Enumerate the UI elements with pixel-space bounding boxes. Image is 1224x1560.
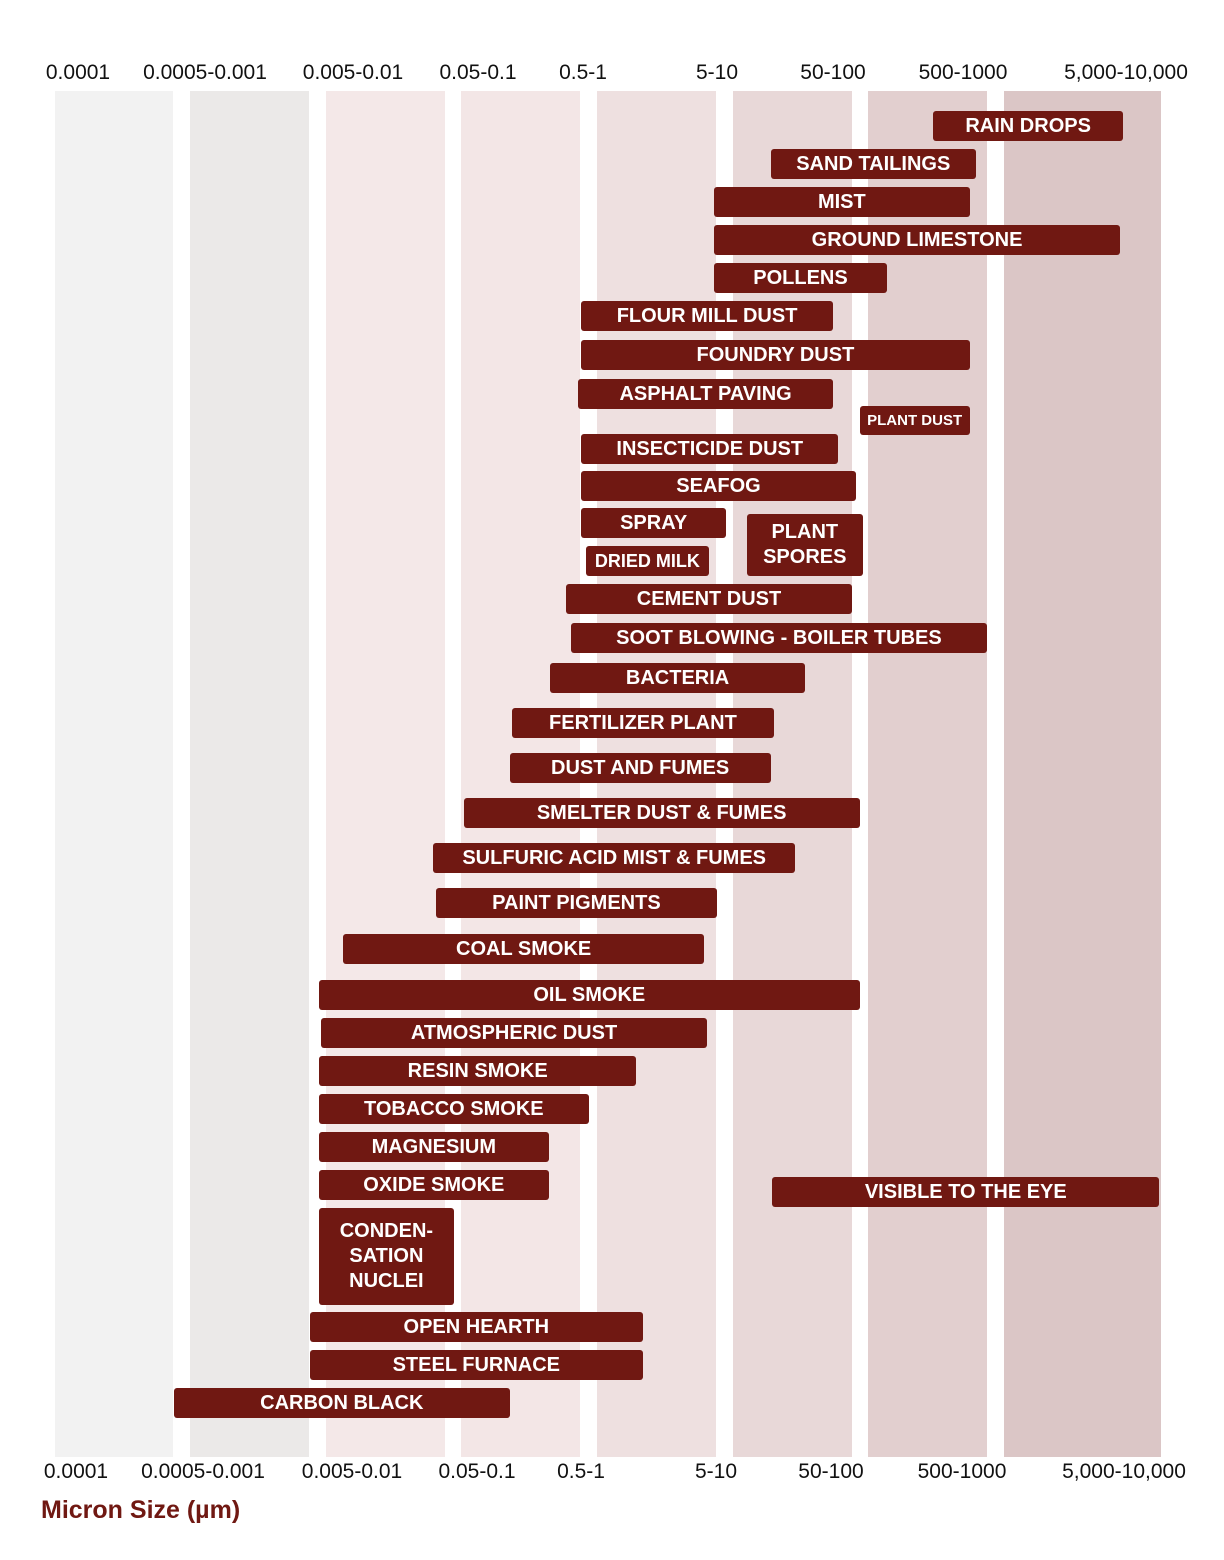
range-bar-atmospheric-dust: ATMOSPHERIC DUST — [321, 1018, 707, 1048]
x-tick-label-top: 0.05-0.1 — [439, 61, 517, 84]
range-bar-sulfuric-acid-mist-fumes: SULFURIC ACID MIST & FUMES — [433, 843, 795, 873]
range-bar-magnesium: MAGNESIUM — [319, 1132, 549, 1162]
range-bar-oil-smoke: OIL SMOKE — [319, 980, 860, 1010]
range-bar-fertilizer-plant: FERTILIZER PLANT — [511, 708, 774, 738]
range-bar-dust-and-fumes: DUST AND FUMES — [509, 753, 771, 783]
x-tick-label-top: 5,000-10,000 — [1064, 61, 1188, 84]
size-band — [1004, 91, 1161, 1457]
x-tick-label-top: 5-10 — [695, 61, 739, 84]
range-bar-bacteria: BACTERIA — [550, 663, 805, 693]
range-bar-carbon-black: CARBON BLACK — [173, 1388, 510, 1418]
range-bar-asphalt-paving: ASPHALT PAVING — [578, 379, 833, 409]
x-tick-label-bottom: 50-100 — [798, 1460, 864, 1483]
x-tick-label-bottom: 0.005-0.01 — [301, 1460, 403, 1483]
x-tick-label-bottom: 5,000-10,000 — [1062, 1460, 1186, 1483]
range-bar-plant-spores: PLANT SPORES — [746, 514, 863, 576]
range-bar-mist: MIST — [714, 187, 970, 217]
range-bar-conden-sation-nuclei: CONDEN- SATION NUCLEI — [319, 1208, 454, 1305]
range-bar-steel-furnace: STEEL FURNACE — [309, 1350, 643, 1380]
range-bar-soot-blowing-boiler-tubes: SOOT BLOWING - BOILER TUBES — [571, 623, 987, 653]
range-bar-visible-to-the-eye: VISIBLE TO THE EYE — [772, 1177, 1160, 1207]
range-bar-cement-dust: CEMENT DUST — [566, 584, 852, 614]
range-bar-smelter-dust-fumes: SMELTER DUST & FUMES — [463, 798, 860, 828]
range-bar-insecticide-dust: INSECTICIDE DUST — [581, 434, 839, 464]
range-bar-resin-smoke: RESIN SMOKE — [319, 1056, 637, 1086]
range-bar-ground-limestone: GROUND LIMESTONE — [714, 225, 1121, 255]
size-band — [868, 91, 987, 1457]
range-bar-rain-drops: RAIN DROPS — [933, 111, 1124, 141]
x-tick-label-top: 0.5-1 — [559, 61, 607, 84]
size-band — [55, 91, 173, 1457]
x-tick-label-top: 50-100 — [800, 61, 866, 84]
x-tick-label-top: 0.005-0.01 — [302, 61, 404, 84]
range-bar-oxide-smoke: OXIDE SMOKE — [319, 1170, 549, 1200]
x-axis-label: Micron Size (µm) — [41, 1496, 241, 1524]
x-tick-label-bottom: 5-10 — [694, 1460, 738, 1483]
range-bar-spray: SPRAY — [581, 508, 727, 538]
range-bar-pollens: POLLENS — [714, 263, 887, 293]
range-bar-tobacco-smoke: TOBACCO SMOKE — [319, 1094, 589, 1124]
range-bar-dried-milk: DRIED MILK — [585, 546, 709, 576]
range-bar-sand-tailings: SAND TAILINGS — [770, 149, 976, 179]
range-bar-plant-dust: PLANT DUST — [859, 406, 970, 435]
x-tick-label-bottom: 0.5-1 — [557, 1460, 605, 1483]
range-bar-paint-pigments: PAINT PIGMENTS — [435, 888, 717, 918]
range-bar-coal-smoke: COAL SMOKE — [343, 934, 704, 964]
range-bar-flour-mill-dust: FLOUR MILL DUST — [581, 301, 833, 331]
x-tick-label-top: 0.0001 — [45, 61, 111, 84]
size-band — [190, 91, 309, 1457]
x-tick-label-top: 0.0005-0.001 — [143, 61, 267, 84]
range-bar-open-hearth: OPEN HEARTH — [309, 1312, 643, 1342]
range-bar-seafog: SEAFOG — [581, 471, 856, 501]
x-tick-label-bottom: 0.05-0.1 — [438, 1460, 516, 1483]
x-tick-label-top: 500-1000 — [918, 61, 1008, 84]
range-bar-foundry-dust: FOUNDRY DUST — [581, 340, 970, 370]
x-tick-label-bottom: 0.0001 — [43, 1460, 109, 1483]
x-tick-label-bottom: 0.0005-0.001 — [141, 1460, 265, 1483]
x-tick-label-bottom: 500-1000 — [917, 1460, 1007, 1483]
